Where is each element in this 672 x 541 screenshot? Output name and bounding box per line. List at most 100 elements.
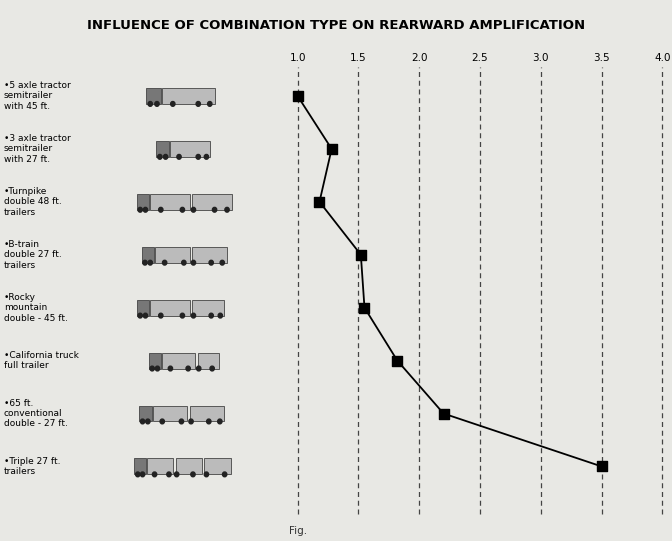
Circle shape bbox=[192, 313, 196, 318]
Circle shape bbox=[148, 102, 153, 106]
Circle shape bbox=[146, 419, 150, 424]
Circle shape bbox=[153, 472, 157, 477]
Text: INFLUENCE OF COMBINATION TYPE ON REARWARD AMPLIFICATION: INFLUENCE OF COMBINATION TYPE ON REARWAR… bbox=[87, 19, 585, 32]
Circle shape bbox=[160, 419, 165, 424]
Text: 4.0: 4.0 bbox=[654, 53, 671, 63]
Circle shape bbox=[180, 207, 185, 212]
Circle shape bbox=[138, 313, 142, 318]
Point bbox=[355, 250, 366, 259]
Bar bbox=[137, 300, 149, 315]
Text: •5 axle tractor
semitrailer
with 45 ft.: •5 axle tractor semitrailer with 45 ft. bbox=[4, 81, 71, 111]
Text: •Triple 27 ft.
trailers: •Triple 27 ft. trailers bbox=[4, 457, 60, 476]
Circle shape bbox=[210, 366, 214, 371]
Point bbox=[292, 91, 303, 100]
Text: •3 axle tractor
semitrailer
with 27 ft.: •3 axle tractor semitrailer with 27 ft. bbox=[4, 134, 71, 164]
Point bbox=[392, 357, 403, 365]
Circle shape bbox=[181, 260, 186, 265]
Circle shape bbox=[148, 260, 153, 265]
Bar bbox=[139, 406, 152, 421]
Circle shape bbox=[171, 102, 175, 106]
Circle shape bbox=[179, 419, 183, 424]
Text: •California truck
full trailer: •California truck full trailer bbox=[4, 351, 79, 370]
Bar bbox=[151, 194, 190, 210]
Circle shape bbox=[163, 260, 167, 265]
Point bbox=[327, 144, 337, 153]
Circle shape bbox=[168, 366, 173, 371]
Circle shape bbox=[192, 207, 196, 212]
Circle shape bbox=[150, 366, 155, 371]
Point bbox=[359, 304, 370, 312]
Circle shape bbox=[138, 207, 142, 212]
Bar bbox=[192, 300, 224, 315]
Bar bbox=[192, 194, 232, 210]
Circle shape bbox=[186, 366, 190, 371]
Circle shape bbox=[140, 419, 144, 424]
Circle shape bbox=[189, 419, 194, 424]
Circle shape bbox=[208, 102, 212, 106]
Circle shape bbox=[218, 313, 222, 318]
Text: •65 ft.
conventional
double - 27 ft.: •65 ft. conventional double - 27 ft. bbox=[4, 399, 68, 428]
Text: 1.5: 1.5 bbox=[350, 53, 367, 63]
Circle shape bbox=[143, 313, 148, 318]
Circle shape bbox=[140, 472, 144, 477]
Circle shape bbox=[220, 260, 224, 265]
Bar bbox=[151, 300, 190, 315]
Circle shape bbox=[180, 313, 185, 318]
Bar bbox=[162, 353, 195, 368]
Circle shape bbox=[212, 207, 216, 212]
Text: 2.0: 2.0 bbox=[411, 53, 427, 63]
Circle shape bbox=[192, 260, 196, 265]
Circle shape bbox=[159, 207, 163, 212]
Bar bbox=[149, 353, 161, 368]
Circle shape bbox=[218, 419, 222, 424]
Bar bbox=[155, 247, 190, 263]
Bar bbox=[134, 458, 146, 474]
Text: •Turnpike
double 48 ft.
trailers: •Turnpike double 48 ft. trailers bbox=[4, 187, 62, 217]
Circle shape bbox=[143, 207, 148, 212]
Circle shape bbox=[142, 260, 147, 265]
Bar bbox=[162, 88, 214, 104]
Circle shape bbox=[163, 154, 168, 159]
Circle shape bbox=[136, 472, 140, 477]
Circle shape bbox=[175, 472, 179, 477]
Circle shape bbox=[225, 207, 229, 212]
Circle shape bbox=[209, 260, 214, 265]
Bar bbox=[146, 88, 161, 104]
Circle shape bbox=[167, 472, 171, 477]
Circle shape bbox=[155, 102, 159, 106]
Text: •B-train
double 27 ft.
trailers: •B-train double 27 ft. trailers bbox=[4, 240, 62, 269]
Text: 3.0: 3.0 bbox=[532, 53, 549, 63]
Circle shape bbox=[177, 154, 181, 159]
Point bbox=[438, 409, 449, 418]
Circle shape bbox=[158, 154, 162, 159]
Bar bbox=[171, 141, 210, 157]
Text: •Rocky
mountain
double - 45 ft.: •Rocky mountain double - 45 ft. bbox=[4, 293, 68, 322]
Circle shape bbox=[196, 154, 200, 159]
Bar bbox=[156, 141, 169, 157]
Bar bbox=[190, 406, 224, 421]
Circle shape bbox=[222, 472, 226, 477]
Bar bbox=[175, 458, 202, 474]
Circle shape bbox=[204, 154, 208, 159]
Bar bbox=[147, 458, 173, 474]
Text: Fig.: Fig. bbox=[289, 526, 307, 536]
Bar bbox=[153, 406, 187, 421]
Point bbox=[314, 197, 325, 206]
Point bbox=[596, 462, 607, 471]
Circle shape bbox=[159, 313, 163, 318]
Circle shape bbox=[197, 366, 201, 371]
Circle shape bbox=[204, 472, 208, 477]
Circle shape bbox=[191, 472, 195, 477]
Circle shape bbox=[207, 419, 211, 424]
Text: 3.5: 3.5 bbox=[593, 53, 610, 63]
Bar bbox=[137, 194, 149, 210]
Bar bbox=[142, 247, 154, 263]
Bar bbox=[198, 353, 219, 368]
Text: 2.5: 2.5 bbox=[472, 53, 489, 63]
Circle shape bbox=[196, 102, 200, 106]
Bar bbox=[204, 458, 231, 474]
Circle shape bbox=[155, 366, 160, 371]
Bar bbox=[192, 247, 226, 263]
Text: 1.0: 1.0 bbox=[290, 53, 306, 63]
Circle shape bbox=[209, 313, 214, 318]
